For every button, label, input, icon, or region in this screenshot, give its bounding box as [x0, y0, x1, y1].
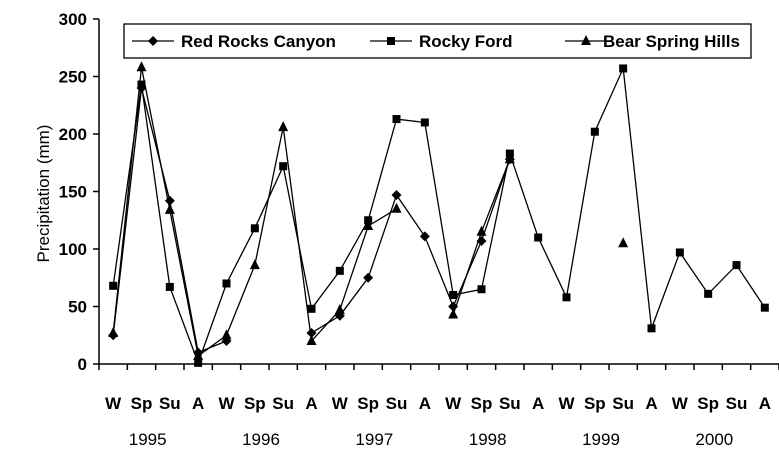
- data-point-diamond: [306, 327, 317, 338]
- x-category-label: A: [645, 394, 657, 413]
- x-year-label: 1996: [242, 430, 280, 449]
- data-point-diamond: [363, 272, 374, 283]
- data-point-square: [335, 266, 344, 275]
- data-point-triangle: [448, 308, 459, 319]
- data-point-square: [420, 118, 429, 127]
- data-point-square: [647, 324, 656, 333]
- x-category-label: W: [445, 394, 462, 413]
- series-line-0: [112, 87, 227, 354]
- data-point-square: [704, 289, 713, 298]
- data-point-square: [137, 80, 146, 89]
- data-point-triangle: [136, 61, 147, 72]
- data-point-triangle: [391, 202, 402, 213]
- x-category-label: A: [419, 394, 431, 413]
- data-point-triangle: [193, 349, 204, 360]
- data-point-triangle: [278, 121, 289, 132]
- data-point-square: [590, 127, 599, 136]
- x-category-label: W: [105, 394, 122, 413]
- legend-label: Rocky Ford: [419, 32, 513, 51]
- y-tick-label: 200: [59, 125, 87, 144]
- series-line-0: [311, 159, 511, 334]
- data-point-triangle: [618, 237, 629, 248]
- legend-marker-triangle: [581, 35, 591, 45]
- data-point-triangle: [108, 326, 119, 337]
- data-point-square: [194, 358, 203, 367]
- data-point-square: [562, 293, 571, 302]
- x-category-label: Su: [386, 394, 408, 413]
- x-year-label: 1997: [355, 430, 393, 449]
- x-category-label: A: [759, 394, 771, 413]
- x-category-label: W: [672, 394, 689, 413]
- data-point-triangle: [221, 329, 232, 340]
- data-point-triangle: [476, 225, 487, 236]
- x-category-label: Su: [726, 394, 748, 413]
- y-axis-title: Precipitation (mm): [34, 125, 53, 263]
- data-point-square: [619, 64, 628, 73]
- data-point-square: [392, 115, 401, 124]
- data-point-triangle: [306, 335, 317, 345]
- data-point-triangle: [363, 220, 374, 230]
- x-category-label: A: [305, 394, 317, 413]
- y-tick-label: 300: [59, 10, 87, 29]
- x-year-label: 1995: [129, 430, 167, 449]
- x-category-label: Su: [159, 394, 181, 413]
- data-point-square: [109, 281, 118, 290]
- y-tick-label: 100: [59, 240, 87, 259]
- x-category-label: A: [192, 394, 204, 413]
- data-point-square: [279, 162, 288, 171]
- x-category-label: W: [218, 394, 235, 413]
- x-category-label: A: [532, 394, 544, 413]
- data-point-triangle: [504, 153, 515, 164]
- x-year-label: 1998: [469, 430, 507, 449]
- y-tick-label: 250: [59, 68, 87, 87]
- x-year-label: 1999: [582, 430, 620, 449]
- x-year-label: 2000: [695, 430, 733, 449]
- series-line-2: [112, 67, 397, 358]
- data-point-triangle: [249, 259, 260, 270]
- y-tick-label: 50: [68, 298, 87, 317]
- x-category-label: Sp: [697, 394, 719, 413]
- data-point-square: [477, 285, 486, 294]
- data-point-square: [449, 291, 458, 299]
- data-point-square: [675, 248, 684, 257]
- y-tick-label: 0: [78, 355, 87, 374]
- data-point-diamond: [419, 231, 430, 242]
- x-category-label: Sp: [471, 394, 493, 413]
- data-point-square: [222, 279, 231, 288]
- legend-marker-diamond: [148, 36, 158, 46]
- x-category-label: Sp: [357, 394, 379, 413]
- data-point-square: [732, 261, 741, 270]
- series-line-1: [112, 65, 766, 365]
- y-tick-label: 150: [59, 183, 87, 202]
- x-category-label: Sp: [131, 394, 153, 413]
- x-category-label: Sp: [584, 394, 606, 413]
- data-point-diamond: [164, 195, 175, 206]
- legend-label: Red Rocks Canyon: [181, 32, 336, 51]
- x-category-label: W: [558, 394, 575, 413]
- x-category-label: Su: [499, 394, 521, 413]
- data-point-square: [250, 224, 259, 233]
- data-point-square: [760, 303, 769, 312]
- data-point-diamond: [391, 189, 402, 200]
- x-category-label: W: [332, 394, 349, 413]
- data-point-diamond: [448, 301, 459, 312]
- legend-marker-square: [387, 37, 395, 45]
- data-point-diamond: [476, 235, 487, 246]
- legend-label: Bear Spring Hills: [603, 32, 740, 51]
- legend-box: [123, 23, 752, 59]
- x-category-label: Su: [272, 394, 294, 413]
- data-point-square: [534, 233, 543, 242]
- data-point-triangle: [334, 303, 345, 314]
- data-point-square: [307, 304, 316, 313]
- x-category-label: Su: [612, 394, 634, 413]
- data-point-triangle: [164, 203, 175, 214]
- x-category-label: Sp: [244, 394, 266, 413]
- data-point-square: [165, 282, 174, 291]
